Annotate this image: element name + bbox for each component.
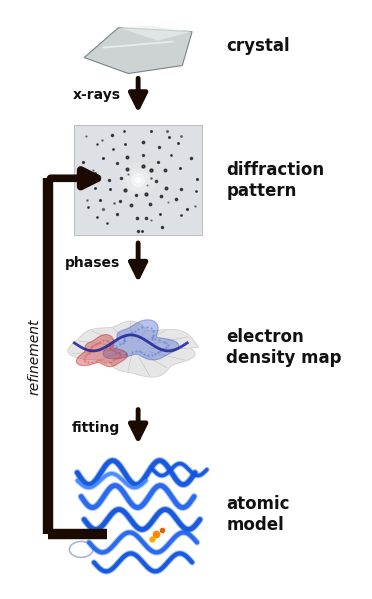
Circle shape bbox=[126, 168, 150, 192]
Text: atomic
model: atomic model bbox=[227, 495, 290, 534]
Circle shape bbox=[121, 162, 156, 198]
Text: phases: phases bbox=[65, 256, 121, 270]
Text: x-rays: x-rays bbox=[73, 89, 121, 102]
Polygon shape bbox=[84, 28, 192, 74]
Circle shape bbox=[131, 173, 145, 187]
Polygon shape bbox=[103, 320, 179, 360]
Text: fitting: fitting bbox=[72, 420, 121, 435]
Text: refinement: refinement bbox=[27, 318, 41, 395]
Polygon shape bbox=[119, 26, 192, 41]
Circle shape bbox=[135, 177, 141, 183]
Text: electron
density map: electron density map bbox=[227, 328, 342, 367]
Polygon shape bbox=[76, 335, 127, 367]
Text: diffraction
pattern: diffraction pattern bbox=[227, 161, 325, 199]
Text: crystal: crystal bbox=[227, 37, 290, 55]
Polygon shape bbox=[68, 321, 198, 377]
FancyBboxPatch shape bbox=[74, 125, 202, 235]
